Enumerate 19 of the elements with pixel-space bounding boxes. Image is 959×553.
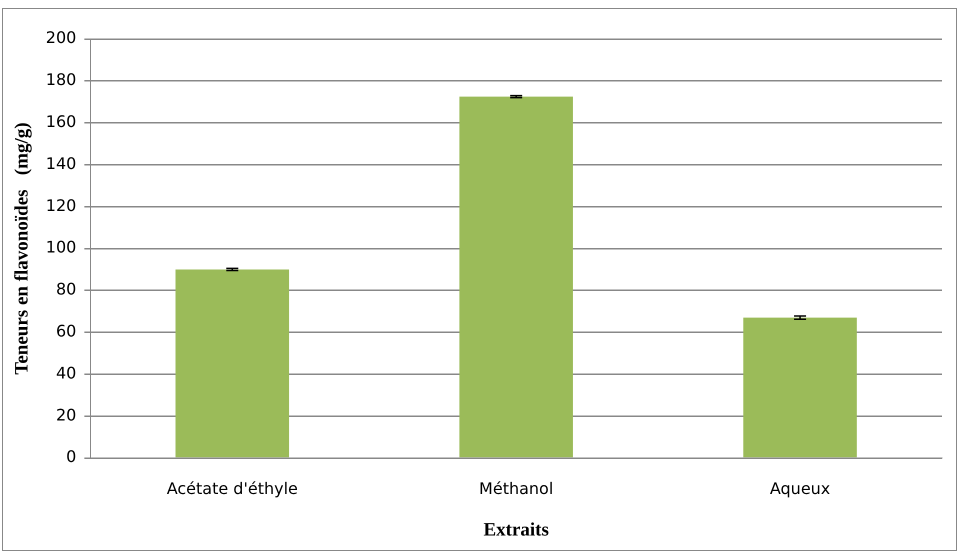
x-tick-label: Méthanol [479, 478, 554, 498]
y-tick-label: 140 [46, 154, 76, 173]
bar [743, 318, 857, 458]
y-tick-label: 180 [46, 70, 76, 90]
x-tick-label: Aqueux [770, 478, 830, 498]
y-tick-label: 40 [56, 363, 76, 382]
y-tick-label: 100 [46, 238, 76, 257]
y-tick-label: 0 [66, 447, 76, 466]
x-tick-label: Acétate d'éthyle [166, 478, 298, 498]
y-tick-label: 200 [46, 28, 76, 48]
y-tick-label: 120 [46, 196, 76, 215]
x-axis-title: Extraits [483, 520, 549, 541]
y-tick-label: 80 [56, 280, 76, 299]
y-tick-label: 20 [56, 405, 76, 424]
y-tick-label: 160 [46, 112, 76, 131]
y-tick-label: 60 [56, 321, 76, 340]
bar [176, 269, 290, 458]
bar [459, 96, 573, 458]
y-axis-title: Teneurs en flavonoïdes (mg/g) [11, 122, 32, 375]
